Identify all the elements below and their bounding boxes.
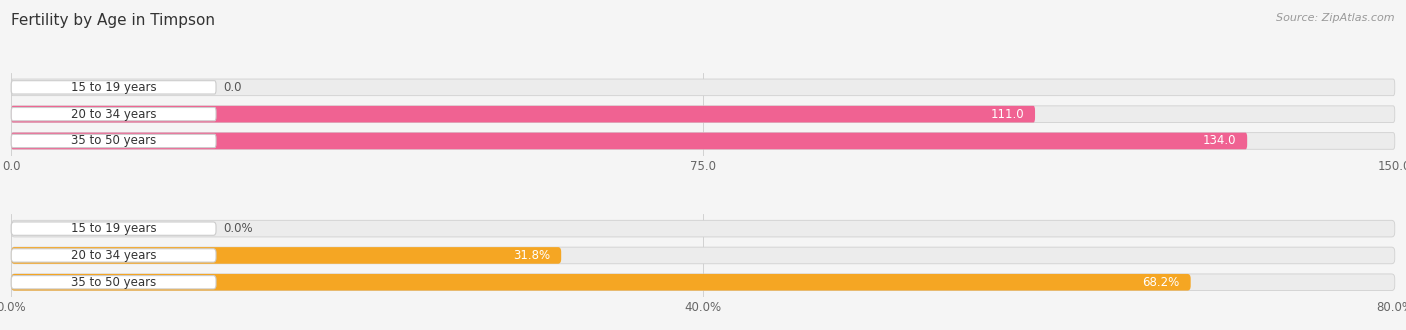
Text: 20 to 34 years: 20 to 34 years <box>70 108 156 121</box>
FancyBboxPatch shape <box>11 133 1247 149</box>
FancyBboxPatch shape <box>11 247 1395 264</box>
Text: 20 to 34 years: 20 to 34 years <box>70 249 156 262</box>
Text: 134.0: 134.0 <box>1202 134 1236 148</box>
Text: 31.8%: 31.8% <box>513 249 550 262</box>
Text: Source: ZipAtlas.com: Source: ZipAtlas.com <box>1277 13 1395 23</box>
FancyBboxPatch shape <box>11 133 1395 149</box>
Text: 0.0%: 0.0% <box>224 222 253 235</box>
FancyBboxPatch shape <box>11 108 217 121</box>
FancyBboxPatch shape <box>11 274 1395 291</box>
FancyBboxPatch shape <box>11 276 217 289</box>
FancyBboxPatch shape <box>11 274 1191 291</box>
FancyBboxPatch shape <box>11 134 217 148</box>
Text: Fertility by Age in Timpson: Fertility by Age in Timpson <box>11 13 215 28</box>
FancyBboxPatch shape <box>11 249 217 262</box>
Text: 15 to 19 years: 15 to 19 years <box>70 222 156 235</box>
Text: 35 to 50 years: 35 to 50 years <box>70 276 156 289</box>
Text: 111.0: 111.0 <box>990 108 1024 121</box>
Text: 15 to 19 years: 15 to 19 years <box>70 81 156 94</box>
FancyBboxPatch shape <box>11 81 217 94</box>
FancyBboxPatch shape <box>11 222 217 235</box>
Text: 68.2%: 68.2% <box>1142 276 1180 289</box>
FancyBboxPatch shape <box>11 247 561 264</box>
FancyBboxPatch shape <box>11 106 1395 122</box>
Text: 0.0: 0.0 <box>224 81 242 94</box>
Text: 35 to 50 years: 35 to 50 years <box>70 134 156 148</box>
FancyBboxPatch shape <box>11 106 1035 122</box>
FancyBboxPatch shape <box>11 79 1395 96</box>
FancyBboxPatch shape <box>11 220 1395 237</box>
